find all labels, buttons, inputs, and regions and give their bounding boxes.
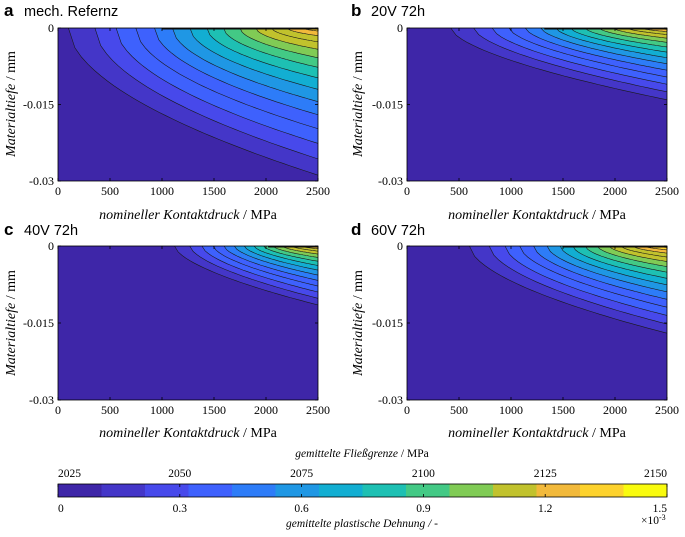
panel-title: 60V 72h <box>371 223 425 239</box>
x-tick-label: 1500 <box>202 184 226 198</box>
x-tick-label: 0 <box>55 184 61 198</box>
panel-letter: c <box>4 220 13 239</box>
x-tick-label: 2000 <box>603 184 627 198</box>
surface-line <box>162 28 318 30</box>
x-axis-label: nomineller Kontaktdruck / MPa <box>448 208 626 223</box>
x-tick-label: 2500 <box>655 184 679 198</box>
y-tick-label: -0.03 <box>378 174 403 188</box>
colorbar-bottom-label: gemittelte plastische Dehnung / - <box>286 518 438 530</box>
colorbar-segment <box>536 484 581 497</box>
colorbar-segment <box>58 484 102 497</box>
colorbar-segment <box>449 484 494 497</box>
surface-line <box>544 28 667 30</box>
x-tick-label: 0 <box>55 403 61 417</box>
panel-letter: d <box>351 220 361 239</box>
x-tick-label: 1000 <box>150 184 174 198</box>
x-tick-label: 0 <box>404 184 410 198</box>
panel-c: c 40V 72h 0 500 1000 1500 2000 2500 0 -0.015 -0.… <box>4 220 330 441</box>
colorbar-bottom-tick-label: 1.5 <box>653 503 668 515</box>
x-tick-label: 500 <box>101 403 119 417</box>
panel-title: 40V 72h <box>24 223 78 239</box>
x-tick-label: 500 <box>450 184 468 198</box>
x-tick-label: 1500 <box>551 184 575 198</box>
y-tick-label: 0 <box>397 239 403 253</box>
panel-title: 20V 72h <box>371 4 425 20</box>
colorbar-segment <box>188 484 233 497</box>
x-tick-label: 1500 <box>551 403 575 417</box>
y-tick-label: -0.015 <box>23 98 54 112</box>
x-tick-label: 2500 <box>306 184 330 198</box>
colorbar-bottom-tick-label: 0.3 <box>173 503 188 515</box>
colorbar-top-tick-label: 2025 <box>58 468 81 480</box>
x-tick-label: 1500 <box>202 403 226 417</box>
contour-plot: 0 500 1000 1500 2000 2500 0 -0.015 -0.03 <box>23 239 330 417</box>
colorbar-exponent: ×10-3 <box>641 513 666 527</box>
panel-letter: a <box>4 1 14 20</box>
panel-letter: b <box>351 1 361 20</box>
y-axis-label: Materialtiefe / mm <box>4 51 19 158</box>
contour-plot: 0 500 1000 1500 2000 2500 0 -0.015 -0.03 <box>372 21 679 198</box>
y-axis-label: Materialtiefe / mm <box>351 51 366 158</box>
y-tick-label: -0.03 <box>29 393 54 407</box>
colorbar-top-tick-label: 2050 <box>168 468 191 480</box>
colorbar-segment <box>275 484 320 497</box>
colorbar-segment <box>406 484 450 497</box>
x-tick-label: 1000 <box>499 403 523 417</box>
colorbar-bottom-tick-label: 0.9 <box>416 503 431 515</box>
y-tick-label: -0.03 <box>378 393 403 407</box>
y-tick-label: 0 <box>397 21 403 35</box>
colorbar-top-tick-label: 2150 <box>644 468 667 480</box>
panel-a: a mech. Refernz 0 500 1000 1500 2000 25000-0.… <box>4 1 330 223</box>
colorbar-segment <box>623 484 668 497</box>
contour-plot: 0 500 1000 1500 2000 2500 0 -0.015 -0.03 <box>372 239 679 417</box>
y-tick-label: -0.03 <box>29 174 54 188</box>
x-axis-label: nomineller Kontaktdruck / MPa <box>99 426 277 441</box>
x-axis-label: nomineller Kontaktdruck / MPa <box>448 426 626 441</box>
colorbar-segment <box>362 484 407 497</box>
x-tick-label: 2000 <box>603 403 627 417</box>
colorbar-segment <box>319 484 363 497</box>
colorbar-top-tick-label: 2075 <box>290 468 313 480</box>
x-tick-label: 1000 <box>150 403 174 417</box>
y-tick-label: -0.015 <box>372 98 403 112</box>
y-tick-label: 0 <box>48 239 54 253</box>
y-tick-label: 0 <box>48 21 54 35</box>
colorbar-segment <box>580 484 624 497</box>
x-tick-label: 2000 <box>254 184 278 198</box>
x-tick-label: 500 <box>101 184 119 198</box>
colorbar-frame <box>57 483 668 498</box>
colorbar-top-tick-label: 2125 <box>534 468 557 480</box>
x-axis-label: nomineller Kontaktdruck / MPa <box>99 208 277 223</box>
colorbar-top-label: gemittelte Fließgrenze / MPa <box>295 448 428 460</box>
x-tick-label: 0 <box>404 403 410 417</box>
colorbar-bottom-tick-label: 0 <box>58 503 64 515</box>
y-tick-label: -0.015 <box>23 316 54 330</box>
y-axis-label: Materialtiefe / mm <box>351 270 366 377</box>
colorbar-segment <box>232 484 276 497</box>
y-axis-label: Materialtiefe / mm <box>4 270 19 377</box>
panel-title: mech. Refernz <box>24 4 118 20</box>
colorbar-top-tick-label: 2100 <box>412 468 435 480</box>
panel-b: b 20V 72h 0 500 1000 1500 2000 2500 0 -0.015 -0.… <box>351 1 679 223</box>
colorbar-bottom-tick-label: 0.6 <box>294 503 309 515</box>
colorbar-segment <box>145 484 189 497</box>
y-tick-label: -0.015 <box>372 316 403 330</box>
x-tick-label: 500 <box>450 403 468 417</box>
x-tick-label: 2500 <box>306 403 330 417</box>
colorbar-segment <box>101 484 146 497</box>
colorbar-segment <box>493 484 537 497</box>
colorbar-bottom-tick-label: 1.2 <box>538 503 553 515</box>
x-tick-label: 2000 <box>254 403 278 417</box>
x-tick-label: 1000 <box>499 184 523 198</box>
x-tick-label: 2500 <box>655 403 679 417</box>
panel-d: d 60V 72h 0 500 1000 1500 2000 2500 0 -0.015 -0.… <box>351 220 679 441</box>
contour-plot: 0 500 1000 1500 2000 2500 0 -0.015 -0.03 <box>23 21 330 198</box>
surface-line <box>268 246 318 248</box>
colorbar: gemittelte Fließgrenze / MPa gemittelte … <box>57 448 668 530</box>
